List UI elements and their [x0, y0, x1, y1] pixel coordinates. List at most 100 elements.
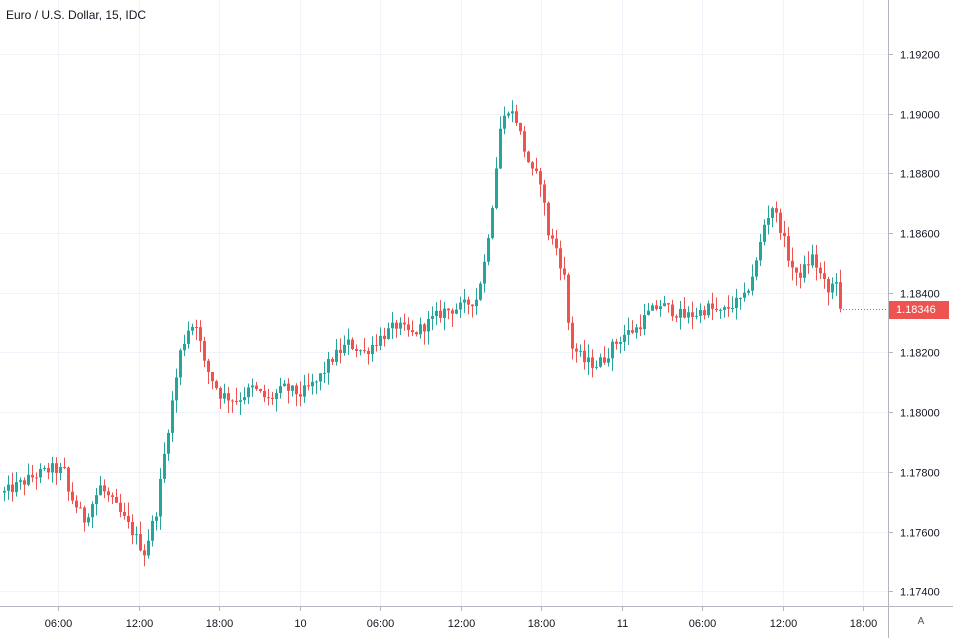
candle-body	[479, 283, 482, 300]
candle-body	[87, 517, 90, 523]
candle-body	[571, 322, 574, 349]
candle-body	[203, 341, 206, 361]
candle-body	[107, 491, 110, 496]
candle-body	[315, 381, 318, 383]
candle-body	[311, 381, 314, 387]
y-tick-label: 1.19000	[900, 110, 940, 122]
candle-body	[327, 358, 330, 373]
candle-body	[339, 349, 342, 354]
candle-body	[55, 463, 58, 474]
candle-body	[539, 171, 542, 185]
candle-body	[543, 184, 546, 203]
candle-body	[471, 304, 474, 307]
candle-body	[191, 327, 194, 331]
candle-body	[455, 309, 458, 314]
candle-body	[815, 254, 818, 268]
candle-body	[647, 310, 650, 315]
candle-body	[419, 324, 422, 335]
candle-body	[679, 308, 682, 318]
candle-body	[83, 507, 86, 523]
x-tick-label: 10	[294, 618, 306, 630]
candle-body	[623, 334, 626, 342]
y-tick-label: 1.18800	[900, 169, 940, 181]
candle-body	[691, 312, 694, 317]
candle-body	[47, 467, 50, 473]
candle-body	[627, 330, 630, 335]
candle-body	[715, 308, 718, 311]
y-tick-label: 1.18200	[900, 348, 940, 360]
candle-body	[187, 330, 190, 344]
x-tick-label: 12:00	[448, 618, 476, 630]
candle-body	[567, 274, 570, 323]
candle-body	[403, 322, 406, 325]
candle-body	[75, 500, 78, 508]
candle-body	[23, 480, 26, 485]
candle-body	[367, 350, 370, 355]
candle-body	[615, 341, 618, 344]
candle-body	[507, 113, 510, 116]
candle-body	[51, 463, 54, 473]
candle-body	[155, 516, 158, 521]
candle-body	[67, 467, 70, 492]
candle-body	[603, 357, 606, 363]
candle-body	[219, 388, 222, 399]
candle-body	[343, 344, 346, 354]
candle-body	[303, 385, 306, 397]
candle-body	[663, 303, 666, 307]
candle-body	[3, 490, 6, 493]
candle-body	[739, 297, 742, 299]
candle-body	[819, 267, 822, 274]
candle-body	[747, 290, 750, 293]
candle-body	[611, 341, 614, 359]
candle-body	[703, 310, 706, 316]
chart-title: Euro / U.S. Dollar, 15, IDC	[6, 8, 147, 22]
candle-body	[159, 478, 162, 517]
candle-body	[535, 168, 538, 172]
candle-body	[827, 279, 830, 293]
candle-body	[515, 111, 518, 123]
candle-body	[271, 397, 274, 400]
candle-body	[251, 385, 254, 388]
candle-body	[127, 515, 130, 523]
candle-body	[531, 162, 534, 169]
candle-body	[39, 468, 42, 478]
candle-body	[147, 540, 150, 556]
y-tick-label: 1.17600	[900, 528, 940, 540]
candle-body	[775, 208, 778, 213]
candle-body	[399, 322, 402, 329]
candle-body	[299, 394, 302, 397]
candle-body	[99, 485, 102, 496]
auto-scale-button[interactable]: A	[917, 616, 925, 627]
candle-body	[695, 315, 698, 317]
candle-body	[111, 495, 114, 497]
candle-body	[423, 324, 426, 332]
candle-body	[811, 254, 814, 266]
y-tick-label: 1.17800	[900, 468, 940, 480]
candle-body	[199, 327, 202, 342]
candle-body	[723, 307, 726, 310]
candle-body	[655, 305, 658, 310]
candle-body	[599, 357, 602, 367]
candle-body	[459, 302, 462, 310]
x-tick-label: 12:00	[770, 618, 798, 630]
last-price-label: 1.18346	[889, 300, 949, 319]
y-tick-label: 1.18600	[900, 229, 940, 241]
candle-body	[195, 327, 198, 329]
candle-body	[431, 316, 434, 319]
candle-body	[215, 381, 218, 389]
candle-body	[719, 309, 722, 311]
candle-body	[243, 397, 246, 401]
candle-body	[591, 357, 594, 368]
candle-body	[755, 260, 758, 277]
candle-body	[711, 303, 714, 309]
candle-body	[79, 507, 82, 509]
candle-body	[355, 348, 358, 351]
candle-body	[331, 358, 334, 362]
candle-body	[391, 322, 394, 329]
candle-body	[371, 344, 374, 355]
candle-body	[231, 400, 234, 402]
candle-body	[247, 387, 250, 398]
candle-body	[447, 308, 450, 311]
